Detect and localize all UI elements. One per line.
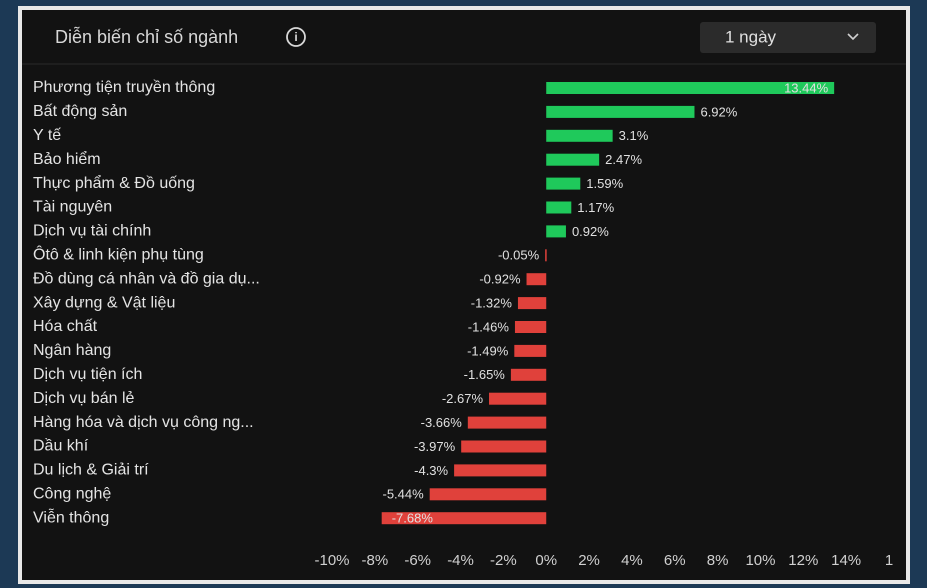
value-label: -5.44% xyxy=(382,487,424,502)
bar xyxy=(454,464,547,477)
bar xyxy=(546,153,600,166)
value-label: -4.3% xyxy=(414,463,448,478)
chart-title: Diễn biến chỉ số ngành xyxy=(55,26,238,47)
bar xyxy=(526,273,547,286)
x-tick-label: -10% xyxy=(314,552,349,569)
category-label: Dịch vụ tiện ích xyxy=(33,366,142,383)
bar xyxy=(545,249,547,262)
value-label: 13.44% xyxy=(784,80,829,95)
category-label: Dịch vụ bán lẻ xyxy=(33,390,134,407)
category-label: Công nghệ xyxy=(33,486,111,503)
category-label: Hàng hóa và dịch vụ công ng... xyxy=(33,414,254,431)
bar xyxy=(514,321,547,333)
category-label: Xây dựng & Vật liệu xyxy=(33,294,175,311)
info-icon-glyph: i xyxy=(294,30,297,44)
category-label: Tài nguyên xyxy=(33,199,112,216)
category-label: Bất động sản xyxy=(33,103,127,120)
bar xyxy=(546,201,572,214)
x-tick-label: -4% xyxy=(447,552,474,569)
category-label: Viễn thông xyxy=(33,507,109,526)
bar xyxy=(510,368,547,381)
x-tick-label: 10% xyxy=(745,552,775,569)
bar xyxy=(461,440,547,453)
x-tick-label: 0% xyxy=(535,552,557,569)
bar xyxy=(546,177,581,190)
x-tick-label: 4% xyxy=(621,552,643,569)
value-label: -7.68% xyxy=(392,511,434,526)
category-label: Đồ dùng cá nhân và đồ gia dụ... xyxy=(33,270,260,287)
value-label: 1.59% xyxy=(586,176,623,191)
value-label: 2.47% xyxy=(605,152,642,167)
x-tick-label: -8% xyxy=(362,552,389,569)
x-tick-label: 14% xyxy=(831,552,861,569)
value-label: -1.65% xyxy=(464,367,506,382)
bar xyxy=(381,512,547,525)
category-label: Dầu khí xyxy=(33,438,89,455)
panel xyxy=(22,10,906,580)
x-tick-label: -6% xyxy=(404,552,431,569)
bar xyxy=(517,297,547,310)
category-label: Phương tiện truyền thông xyxy=(33,79,215,96)
category-label: Bảo hiểm xyxy=(33,150,101,168)
value-label: 0.92% xyxy=(572,224,609,239)
dropdown-arrow xyxy=(847,33,859,41)
value-label: -2.67% xyxy=(442,391,484,406)
category-label: Ngân hàng xyxy=(33,342,111,359)
category-label: Thực phẩm & Đồ uống xyxy=(33,174,195,192)
value-label: -0.05% xyxy=(498,248,540,263)
category-label: Y tế xyxy=(33,127,61,144)
value-label: 6.92% xyxy=(700,104,737,119)
bar xyxy=(467,416,547,429)
bar xyxy=(546,105,695,118)
info-icon[interactable] xyxy=(286,27,306,47)
x-tick-label: -2% xyxy=(490,552,517,569)
value-label: -3.97% xyxy=(414,439,456,454)
bar xyxy=(546,82,835,94)
x-tick-label: 2% xyxy=(578,552,600,569)
bar xyxy=(546,225,566,238)
category-label: Hóa chất xyxy=(33,318,98,335)
x-tick-label: 12% xyxy=(788,552,818,569)
value-label: -0.92% xyxy=(479,272,521,287)
category-label: Du lịch & Giải trí xyxy=(33,462,149,479)
x-tick-label: 8% xyxy=(707,552,729,569)
category-label: Dịch vụ tài chính xyxy=(33,223,151,240)
bar xyxy=(429,488,547,501)
bar xyxy=(489,392,547,405)
value-label: 1.17% xyxy=(577,200,614,215)
value-label: 3.1% xyxy=(619,128,649,143)
value-label: -1.32% xyxy=(471,296,513,311)
x-tick-label: 6% xyxy=(664,552,686,569)
value-label: -1.46% xyxy=(468,319,510,334)
value-label: -3.66% xyxy=(421,415,463,430)
value-label: -1.49% xyxy=(467,343,509,358)
period-dropdown[interactable] xyxy=(700,22,876,53)
x-tick-label: 1 xyxy=(885,552,893,569)
bar xyxy=(514,344,547,357)
bar xyxy=(546,129,613,142)
period-label: 1 ngày xyxy=(725,27,777,46)
category-label: Ôtô & linh kiện phụ tùng xyxy=(33,245,204,264)
